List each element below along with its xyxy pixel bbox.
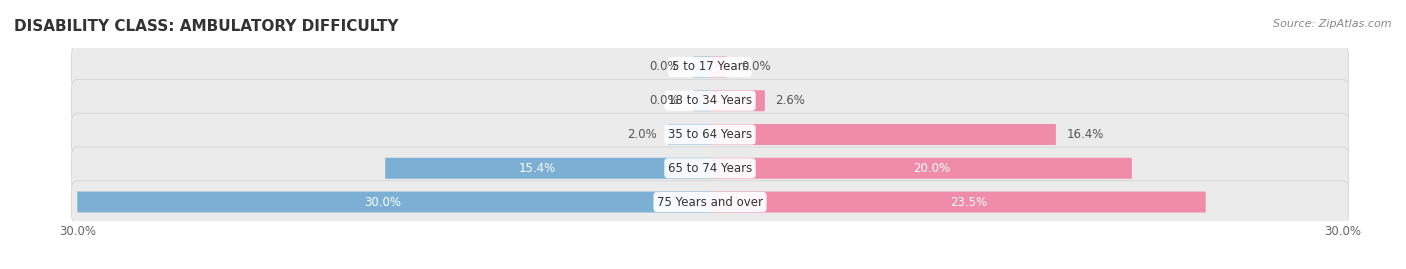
Text: 18 to 34 Years: 18 to 34 Years bbox=[668, 94, 752, 107]
Text: 15.4%: 15.4% bbox=[519, 162, 555, 175]
Text: 0.0%: 0.0% bbox=[648, 94, 678, 107]
Text: 5 to 17 Years: 5 to 17 Years bbox=[672, 61, 748, 73]
Text: 20.0%: 20.0% bbox=[912, 162, 950, 175]
FancyBboxPatch shape bbox=[693, 56, 710, 77]
Text: 0.0%: 0.0% bbox=[742, 61, 772, 73]
FancyBboxPatch shape bbox=[77, 192, 710, 213]
Text: 0.0%: 0.0% bbox=[648, 61, 678, 73]
Text: 23.5%: 23.5% bbox=[950, 196, 987, 208]
FancyBboxPatch shape bbox=[668, 124, 710, 145]
Text: 30.0%: 30.0% bbox=[364, 196, 402, 208]
FancyBboxPatch shape bbox=[710, 90, 765, 111]
FancyBboxPatch shape bbox=[710, 192, 1206, 213]
Text: DISABILITY CLASS: AMBULATORY DIFFICULTY: DISABILITY CLASS: AMBULATORY DIFFICULTY bbox=[14, 19, 398, 34]
FancyBboxPatch shape bbox=[710, 158, 1132, 179]
FancyBboxPatch shape bbox=[693, 90, 710, 111]
Text: 2.6%: 2.6% bbox=[776, 94, 806, 107]
Text: Source: ZipAtlas.com: Source: ZipAtlas.com bbox=[1274, 19, 1392, 29]
Text: 2.0%: 2.0% bbox=[627, 128, 657, 141]
Text: 35 to 64 Years: 35 to 64 Years bbox=[668, 128, 752, 141]
FancyBboxPatch shape bbox=[385, 158, 710, 179]
Text: 65 to 74 Years: 65 to 74 Years bbox=[668, 162, 752, 175]
FancyBboxPatch shape bbox=[710, 56, 727, 77]
FancyBboxPatch shape bbox=[72, 147, 1348, 190]
Text: 16.4%: 16.4% bbox=[1067, 128, 1104, 141]
Text: 75 Years and over: 75 Years and over bbox=[657, 196, 763, 208]
FancyBboxPatch shape bbox=[72, 113, 1348, 156]
FancyBboxPatch shape bbox=[72, 181, 1348, 223]
FancyBboxPatch shape bbox=[710, 124, 1056, 145]
FancyBboxPatch shape bbox=[72, 79, 1348, 122]
FancyBboxPatch shape bbox=[72, 46, 1348, 88]
